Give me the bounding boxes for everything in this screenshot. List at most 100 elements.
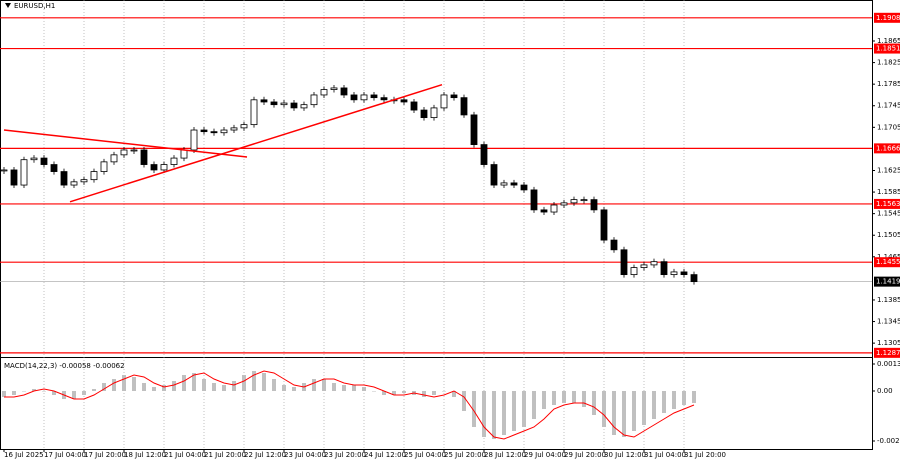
macd-bar bbox=[522, 391, 526, 427]
candle bbox=[480, 144, 488, 165]
macd-bar bbox=[422, 391, 426, 397]
macd-bar bbox=[372, 391, 376, 392]
macd-bar bbox=[532, 391, 536, 419]
level-label-box bbox=[874, 143, 900, 154]
candle bbox=[0, 169, 8, 172]
macd-bar bbox=[392, 391, 396, 395]
level-label-box bbox=[874, 347, 900, 358]
macd-bar bbox=[492, 391, 496, 439]
candle bbox=[270, 101, 278, 106]
macd-bar bbox=[582, 391, 586, 407]
candle bbox=[470, 114, 478, 145]
macd-bar bbox=[502, 391, 506, 435]
x-tick-label: 21 Jul 04:00 bbox=[164, 451, 206, 459]
macd-bar bbox=[672, 391, 676, 409]
macd-bar bbox=[222, 385, 226, 391]
macd-bar bbox=[242, 375, 246, 391]
x-tick-label: 31 Jul 20:00 bbox=[684, 451, 726, 459]
level-label-box bbox=[874, 43, 900, 54]
macd-label: MACD(14,22,3) -0.00058 -0.00062 bbox=[4, 362, 125, 370]
candle bbox=[60, 171, 68, 186]
candle bbox=[450, 94, 458, 99]
candle bbox=[520, 184, 528, 191]
x-tick-label: 25 Jul 20:00 bbox=[444, 451, 486, 459]
candle bbox=[680, 271, 688, 276]
candle bbox=[510, 182, 518, 186]
macd-bar bbox=[162, 385, 166, 391]
x-tick-label: 29 Jul 04:00 bbox=[524, 451, 566, 459]
chart-title: EURUSD,H1 bbox=[14, 2, 55, 10]
candle bbox=[660, 261, 668, 276]
candle bbox=[530, 189, 538, 211]
candle bbox=[440, 94, 448, 109]
macd-bar bbox=[232, 381, 236, 391]
candle bbox=[350, 94, 358, 101]
chart-frame bbox=[0, 0, 873, 450]
macd-bar bbox=[12, 391, 16, 395]
candle bbox=[320, 89, 328, 96]
candle bbox=[170, 157, 178, 165]
trendline bbox=[3, 129, 248, 158]
macd-bar bbox=[472, 391, 476, 427]
symbol-icon bbox=[5, 3, 11, 8]
candle bbox=[200, 129, 208, 133]
y-tick-label: 1.1745 bbox=[877, 102, 900, 110]
macd-bar bbox=[102, 383, 106, 391]
current-price-label: 1.1419 bbox=[876, 278, 900, 286]
x-tick-label: 16 Jul 2025 bbox=[4, 451, 44, 459]
candle bbox=[30, 157, 38, 161]
candle bbox=[140, 149, 148, 165]
macd-bar bbox=[2, 391, 6, 397]
y-tick-label: 1.1825 bbox=[877, 59, 900, 67]
candle bbox=[570, 199, 578, 204]
candle bbox=[120, 149, 128, 156]
y-tick-label: 1.1305 bbox=[877, 339, 900, 347]
candle bbox=[420, 109, 428, 119]
x-tick-label: 17 Jul 04:00 bbox=[44, 451, 86, 459]
y-tick-label: 1.1585 bbox=[877, 188, 900, 196]
x-tick-label: 18 Jul 12:00 bbox=[124, 451, 166, 459]
candle bbox=[670, 271, 678, 276]
level-label: 1.1563 bbox=[876, 200, 900, 208]
macd-bar bbox=[652, 391, 656, 419]
candle bbox=[190, 129, 198, 151]
x-tick-label: 25 Jul 04:00 bbox=[404, 451, 446, 459]
macd-bar bbox=[212, 383, 216, 391]
macd-bar bbox=[322, 379, 326, 391]
macd-bar bbox=[202, 379, 206, 391]
candle bbox=[650, 261, 658, 266]
macd-bar bbox=[142, 383, 146, 391]
macd-bar bbox=[132, 377, 136, 391]
candle bbox=[260, 99, 268, 103]
macd-bar bbox=[32, 389, 36, 391]
candle bbox=[160, 164, 168, 171]
level-label: 1.1666 bbox=[876, 144, 900, 152]
candle bbox=[630, 267, 638, 276]
x-tick-label: 17 Jul 20:00 bbox=[84, 451, 126, 459]
candle bbox=[560, 202, 568, 206]
candle bbox=[250, 99, 258, 126]
macd-bar bbox=[312, 379, 316, 391]
macd-bar bbox=[92, 389, 96, 391]
macd-bar bbox=[632, 391, 636, 431]
y-tick-label: 1.1545 bbox=[877, 210, 900, 218]
y-tick-label: 1.1705 bbox=[877, 123, 900, 131]
level-label: 1.1455 bbox=[876, 258, 900, 266]
macd-bar bbox=[152, 387, 156, 391]
candle bbox=[380, 97, 388, 101]
x-tick-label: 23 Jul 20:00 bbox=[324, 451, 366, 459]
candle bbox=[540, 209, 548, 213]
y-tick-label: 1.1385 bbox=[877, 296, 900, 304]
macd-bar bbox=[602, 391, 606, 427]
candle bbox=[230, 127, 238, 131]
macd-y-tick-label: 0.00135 bbox=[877, 360, 900, 368]
macd-bar bbox=[442, 391, 446, 392]
y-tick-label: 1.1505 bbox=[877, 231, 900, 239]
macd-bar bbox=[272, 379, 276, 391]
candle bbox=[430, 107, 438, 119]
macd-bar bbox=[82, 391, 86, 395]
x-tick-label: 29 Jul 20:00 bbox=[564, 451, 606, 459]
macd-bar bbox=[692, 391, 696, 403]
macd-bar bbox=[542, 391, 546, 409]
